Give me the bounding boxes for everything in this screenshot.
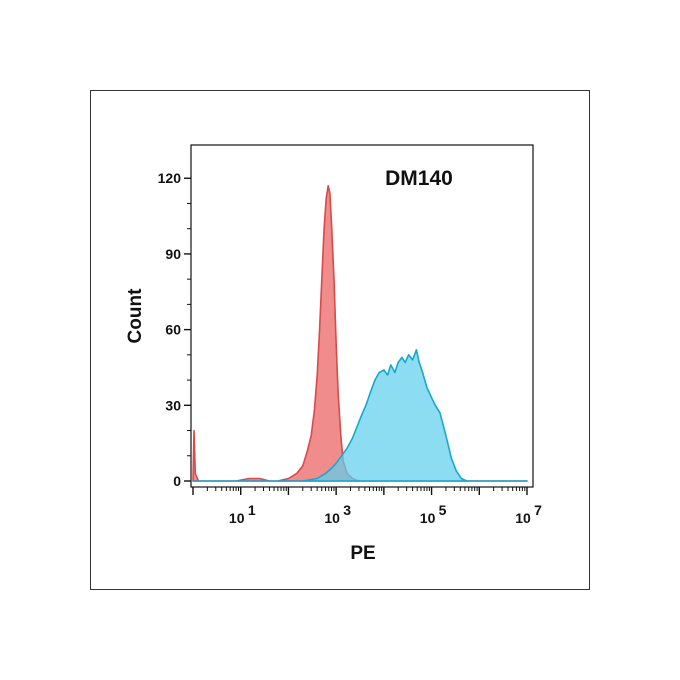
x-tick-label: 10 7: [515, 502, 542, 526]
x-tick-base: 10: [324, 510, 340, 526]
chart-title: DM140: [385, 167, 453, 190]
y-tick-label: 120: [158, 170, 182, 186]
y-tick-label: 30: [165, 397, 181, 413]
x-tick-label: 10 1: [229, 502, 256, 526]
figure-frame: 0 30 60 90 120 10 1 10 3 10 5 10 7 DM140 PE Count: [90, 90, 590, 590]
x-tick-base: 10: [420, 510, 436, 526]
x-tick-exponent: 3: [343, 502, 351, 518]
y-axis-title: Count: [125, 288, 146, 344]
y-tick-label: 90: [165, 246, 181, 262]
x-tick-base: 10: [229, 510, 245, 526]
x-tick-exponent: 7: [534, 502, 542, 518]
x-tick-base: 10: [515, 510, 531, 526]
x-tick-exponent: 5: [439, 502, 447, 518]
y-tick-label: 60: [165, 322, 181, 338]
x-tick-label: 10 3: [324, 502, 351, 526]
y-tick-label: 0: [173, 473, 181, 489]
x-tick-exponent: 1: [248, 502, 256, 518]
x-tick-label: 10 5: [420, 502, 447, 526]
plot-area-border: [190, 144, 534, 488]
histogram-series-2: [192, 349, 528, 482]
series-layer: [192, 185, 528, 482]
x-axis-title: PE: [350, 543, 375, 564]
